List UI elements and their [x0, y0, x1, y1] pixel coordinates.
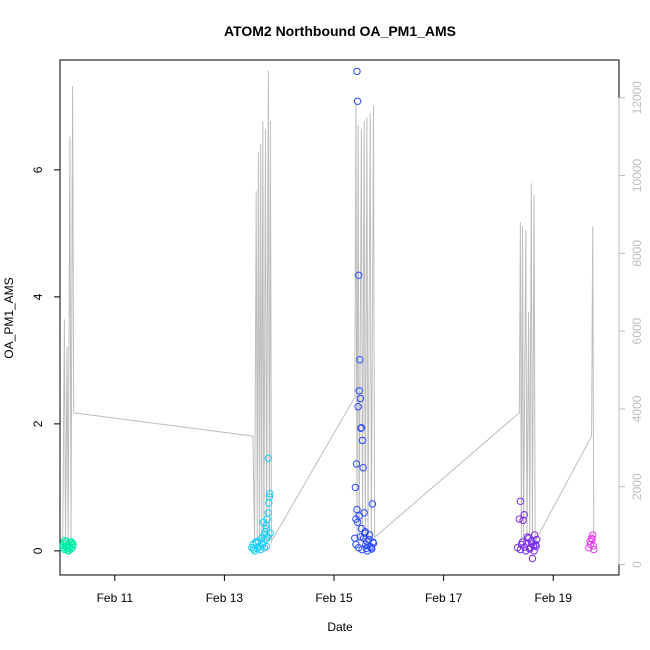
data-point-3-22 — [530, 547, 538, 555]
data-points-layer — [59, 67, 598, 563]
data-point-0-19 — [59, 541, 67, 549]
data-point-2-3 — [353, 97, 362, 106]
y2-tick-label-4: 8000 — [630, 240, 644, 267]
data-point-3-19 — [523, 533, 532, 541]
data-point-1-29 — [262, 542, 271, 551]
data-point-3-13 — [530, 531, 539, 539]
data-point-3-5 — [520, 511, 528, 519]
data-point-2-11 — [359, 464, 367, 472]
chart-title: ATOM2 Northbound OA_PM1_AMS — [224, 23, 456, 39]
data-point-3-1 — [515, 515, 523, 523]
data-point-2-12 — [352, 460, 361, 468]
data-point-2-6 — [356, 356, 364, 364]
secondary-line-layer — [62, 70, 595, 544]
data-point-1-17 — [265, 493, 274, 501]
data-point-2-39 — [362, 544, 371, 552]
data-point-2-33 — [369, 538, 377, 546]
y2-tick-label-0: 0 — [630, 561, 644, 568]
data-point-3-21 — [528, 540, 536, 548]
data-point-2-9 — [357, 424, 366, 432]
data-point-1-15 — [264, 509, 272, 517]
secondary-y-axis: 0 2000 4000 6000 8000 10000 12000 — [618, 81, 644, 568]
data-point-1-19 — [264, 454, 272, 462]
data-point-2-14 — [354, 403, 362, 411]
data-point-4-3 — [589, 531, 597, 539]
data-point-3-15 — [533, 535, 541, 544]
data-point-2-13 — [351, 483, 360, 492]
data-point-3-11 — [528, 554, 537, 563]
data-point-1-9 — [260, 531, 268, 539]
data-point-0-13 — [69, 540, 77, 548]
data-point-2-7 — [356, 394, 364, 403]
data-point-2-2 — [353, 67, 361, 76]
y-tick-label-0: 0 — [31, 547, 45, 554]
data-point-3-23 — [532, 542, 540, 551]
data-point-3-16 — [516, 545, 525, 554]
x-tick-label-0: Feb 11 — [97, 591, 134, 605]
data-point-3-2 — [516, 497, 525, 505]
x-axis-label: Date — [327, 620, 353, 634]
y-tick-label-3: 6 — [31, 166, 45, 173]
data-point-2-21 — [368, 500, 377, 508]
data-point-2-32 — [368, 545, 376, 553]
data-point-4-4 — [590, 545, 598, 554]
data-point-2-19 — [365, 531, 374, 539]
data-point-3-4 — [519, 516, 527, 525]
data-point-2-37 — [358, 545, 366, 554]
x-tick-label-1: Feb 13 — [206, 591, 244, 605]
data-point-2-36 — [356, 533, 364, 541]
data-point-1-13 — [262, 524, 271, 533]
secondary-series-line — [62, 70, 595, 544]
y-axis-label: OA_PM1_AMS — [2, 277, 16, 358]
y-tick-label-1: 2 — [31, 420, 45, 427]
data-point-0-17 — [67, 538, 76, 546]
data-point-2-10 — [358, 436, 367, 445]
data-point-3-18 — [521, 543, 529, 551]
data-point-1-25 — [249, 545, 258, 553]
data-point-2-23 — [353, 505, 361, 514]
data-point-2-25 — [355, 512, 363, 520]
data-point-4-7 — [589, 542, 597, 550]
y2-tick-label-3: 6000 — [630, 317, 644, 344]
y-tick-label-2: 4 — [31, 293, 45, 300]
data-point-2-5 — [355, 387, 363, 395]
data-point-2-38 — [361, 529, 369, 537]
x-tick-label-2: Feb 15 — [315, 591, 353, 605]
data-point-2-30 — [365, 535, 373, 544]
data-point-2-27 — [359, 534, 368, 542]
data-point-1-18 — [266, 490, 274, 498]
y2-tick-label-2: 4000 — [630, 395, 644, 422]
y-axis: 0 2 4 6 — [31, 166, 60, 554]
y2-tick-label-1: 2000 — [630, 473, 644, 500]
y2-tick-label-5: 10000 — [630, 159, 644, 193]
x-axis: Feb 11 Feb 13 Feb 15 Feb 17 Feb 19 — [97, 575, 573, 605]
x-tick-label-4: Feb 19 — [535, 591, 573, 605]
data-point-1-26 — [266, 529, 275, 537]
data-point-2-4 — [355, 271, 363, 279]
data-point-1-27 — [259, 518, 267, 526]
y2-tick-label-6: 12000 — [630, 81, 644, 115]
x-tick-label-3: Feb 17 — [425, 591, 463, 605]
